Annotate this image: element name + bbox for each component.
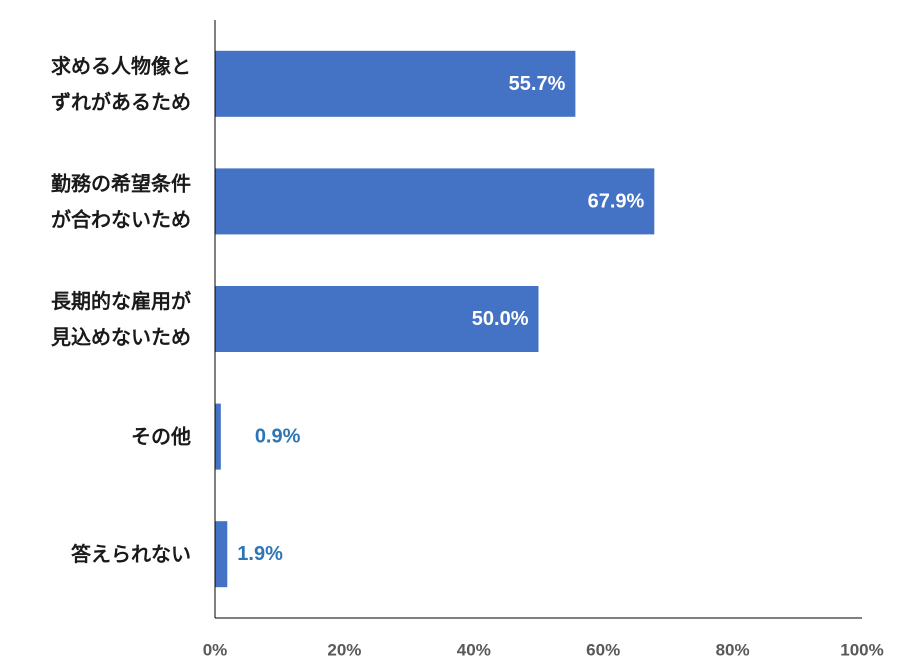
bar-4: [215, 521, 228, 588]
x-tick-label-1: 20%: [327, 641, 361, 660]
x-tick-label-0: 0%: [203, 641, 228, 660]
data-label-4: 1.9%: [237, 543, 283, 565]
category-label-3: その他: [131, 425, 191, 449]
x-tick-label-5: 100%: [840, 641, 883, 660]
data-label-3: 0.9%: [255, 426, 301, 448]
category-label-0-line-1: ずれがあるため: [51, 90, 191, 114]
category-label-1-line-1: が合わないため: [51, 207, 191, 231]
data-labels: 55.7% 67.9% 50.0% 0.9% 1.9%: [237, 73, 644, 565]
bar-3: [215, 403, 221, 470]
data-label-2: 50.0%: [472, 308, 529, 330]
x-tick-label-3: 60%: [586, 641, 620, 660]
category-label-2-line-0: 長期的な雇用が: [51, 289, 191, 313]
category-label-1-line-0: 勤務の希望条件: [51, 171, 191, 195]
category-label-2-line-1: 見込めないため: [51, 325, 191, 349]
axes: 0% 20% 40% 60% 80% 100%: [203, 20, 884, 660]
category-labels: 求める人物像とずれがあるため勤務の希望条件が合わないため長期的な雇用が見込めない…: [51, 54, 191, 566]
category-label-0-line-0: 求める人物像と: [51, 54, 191, 78]
bar-2: [215, 286, 539, 352]
bar-1: [215, 168, 655, 235]
data-label-1: 67.9%: [588, 190, 645, 212]
bar-0: [215, 50, 576, 117]
category-label-4: 答えられない: [71, 542, 191, 566]
x-tick-label-2: 40%: [457, 641, 491, 660]
data-label-0: 55.7%: [509, 73, 566, 95]
bars-layer: [215, 50, 655, 588]
x-tick-label-4: 80%: [716, 641, 750, 660]
